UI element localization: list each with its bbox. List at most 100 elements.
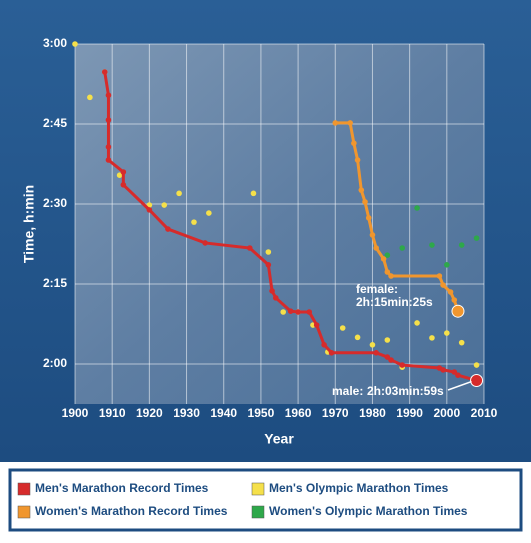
olympic-point [399, 245, 406, 251]
record-point [380, 256, 387, 262]
annotation: 2h:03min:59s [367, 384, 444, 398]
record-point [120, 169, 127, 175]
x-tick-label: 1950 [248, 406, 275, 420]
record-point [451, 297, 458, 303]
y-tick-label: 2:45 [43, 116, 67, 130]
record-point [265, 262, 272, 268]
x-tick-label: 1930 [173, 406, 200, 420]
record-point [384, 269, 391, 275]
legend-swatch [251, 505, 265, 519]
olympic-point [414, 205, 420, 211]
annotation: male: [332, 384, 363, 398]
legend-swatch [251, 482, 265, 496]
record-point [470, 374, 484, 388]
record-point [146, 207, 153, 213]
annotation: female: [356, 282, 398, 296]
record-point [399, 362, 406, 368]
record-point [388, 273, 394, 279]
record-point [269, 288, 275, 294]
olympic-point [250, 190, 257, 197]
olympic-point [444, 330, 450, 336]
record-point [313, 322, 320, 328]
legend-swatch [17, 505, 31, 519]
record-point [246, 245, 253, 251]
annotation-leader [447, 380, 472, 391]
record-point [440, 367, 446, 373]
y-tick-label: 2:00 [43, 356, 67, 370]
x-tick-label: 1960 [285, 406, 312, 420]
record-point [358, 187, 365, 193]
olympic-point [265, 249, 272, 255]
x-tick-label: 1970 [322, 406, 349, 420]
olympic-point [429, 335, 435, 341]
olympic-point [339, 325, 346, 331]
record-point [287, 308, 294, 315]
olympic-point [280, 309, 287, 315]
record-point [120, 182, 127, 188]
record-point [447, 289, 454, 295]
record-point [451, 369, 458, 375]
olympic-point [473, 362, 480, 368]
olympic-point [354, 334, 361, 341]
olympic-point [458, 242, 465, 248]
legend-swatch [17, 482, 31, 496]
record-point [351, 140, 357, 146]
x-tick-label: 2010 [471, 406, 498, 420]
record-point [347, 120, 353, 126]
record-point [436, 273, 443, 279]
y-tick-label: 3:00 [43, 36, 67, 50]
legend-label: Women's Marathon Record Times [35, 504, 228, 518]
record-point [388, 357, 394, 363]
record-point [101, 69, 108, 75]
record-point [362, 199, 368, 205]
record-point [306, 309, 313, 315]
olympic-point [458, 339, 465, 346]
x-tick-label: 1900 [62, 406, 89, 420]
record-point [328, 350, 335, 356]
record-point [202, 240, 208, 246]
olympic-point [384, 337, 391, 343]
record-point [105, 144, 112, 150]
x-tick-label: 1980 [359, 406, 386, 420]
x-tick-label: 2000 [433, 406, 460, 420]
olympic-point [369, 342, 376, 348]
x-tick-label: 1910 [99, 406, 126, 420]
annotation: 2h:15min:25s [356, 295, 433, 309]
olympic-point [191, 219, 197, 225]
olympic-point [206, 210, 212, 216]
record-point [451, 304, 465, 318]
y-tick-label: 2:30 [43, 196, 67, 210]
record-point [295, 309, 301, 315]
record-point [321, 342, 327, 348]
olympic-point [72, 41, 78, 47]
olympic-point [473, 235, 480, 241]
legend [8, 468, 523, 532]
record-point [369, 232, 376, 238]
olympic-point [444, 262, 450, 268]
record-point [105, 157, 112, 163]
olympic-point [384, 252, 391, 258]
x-axis-label: Year [264, 431, 294, 447]
y-axis-label: Time, h:min [21, 185, 37, 263]
record-point [332, 120, 339, 126]
record-point [272, 295, 279, 301]
record-point [455, 372, 461, 379]
legend-label: Men's Olympic Marathon Times [269, 481, 449, 495]
record-point [105, 117, 112, 123]
record-point [365, 215, 372, 221]
record-point [105, 92, 112, 98]
olympic-point [116, 172, 123, 178]
olympic-point [429, 242, 435, 248]
olympic-point [87, 94, 93, 101]
olympic-point [161, 202, 168, 208]
record-point [373, 245, 379, 251]
record-point [440, 282, 446, 288]
legend-label: Men's Marathon Record Times [35, 481, 209, 495]
legend-label: Women's Olympic Marathon Times [269, 504, 468, 518]
olympic-point [176, 190, 182, 197]
record-point [373, 350, 379, 356]
record-point [354, 157, 361, 163]
x-tick-label: 1920 [136, 406, 163, 420]
record-point [165, 226, 171, 232]
